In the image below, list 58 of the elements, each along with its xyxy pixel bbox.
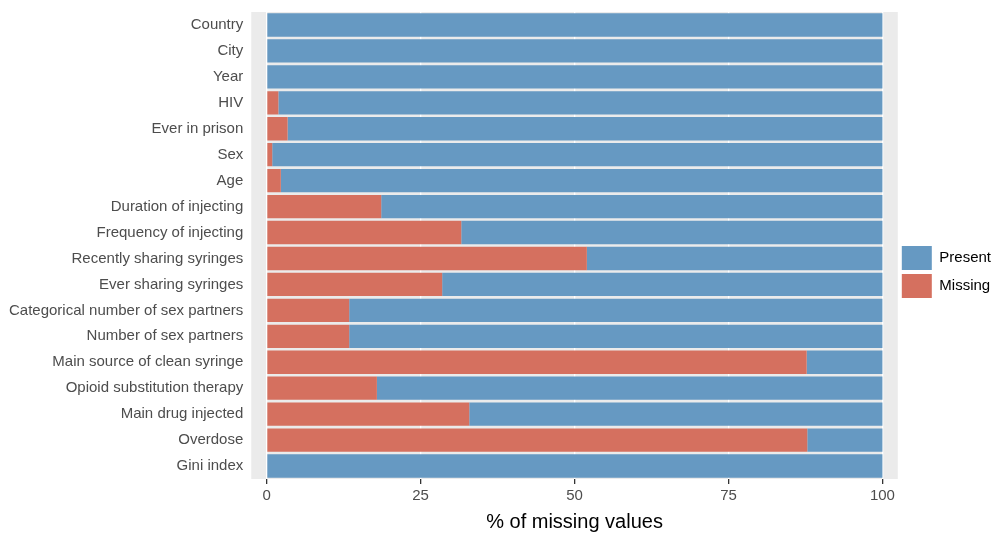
y-tick-label: Duration of injecting (110, 196, 244, 214)
bar (267, 298, 350, 323)
bar (267, 65, 883, 89)
y-tick-label: Categorical number of sex partners (9, 300, 244, 318)
y-tick-label: Ever sharing syringes (99, 274, 244, 292)
y-tick-label: Main drug injected (120, 404, 244, 422)
x-tick-label: 25 (412, 486, 429, 504)
bar (381, 194, 883, 219)
bar (267, 376, 377, 400)
bar (267, 91, 279, 115)
bar (280, 168, 883, 193)
y-tick-label: Frequency of injecting (96, 222, 244, 240)
bar (807, 428, 883, 452)
bar (806, 350, 883, 374)
bar (267, 272, 443, 297)
bar (349, 298, 883, 323)
y-tick-label: HIV (218, 92, 244, 110)
bar (267, 220, 462, 245)
x-axis-title: % of missing values (486, 509, 663, 532)
bar (267, 402, 470, 426)
bar (267, 13, 883, 37)
x-tick-label: 50 (566, 486, 583, 504)
y-tick-label: Overdose (178, 430, 244, 448)
bar (442, 272, 883, 297)
y-tick-label: Sex (217, 144, 244, 162)
y-tick-label: Gini index (176, 456, 244, 474)
y-tick-label: Opioid substitution therapy (65, 378, 244, 396)
bar (586, 246, 883, 271)
bar (267, 117, 288, 141)
bar (267, 428, 808, 452)
y-tick-label: Year (212, 67, 244, 84)
bar (267, 39, 883, 63)
y-tick-label: Country (190, 15, 244, 33)
y-tick-label: Ever in prison (151, 118, 244, 136)
bar (267, 324, 350, 348)
x-tick-label: 75 (720, 486, 737, 504)
legend-label: Present (939, 248, 992, 266)
x-tick-label: 100 (869, 486, 895, 504)
bar (469, 402, 883, 426)
y-tick-label: Recently sharing syringes (71, 248, 244, 266)
bar (267, 246, 587, 271)
bar (287, 117, 883, 141)
bar (267, 454, 883, 478)
bar (267, 143, 273, 167)
bar (267, 350, 807, 374)
legend-label: Missing (939, 276, 991, 294)
bar (272, 143, 883, 167)
y-tick-label: Number of sex partners (86, 326, 244, 344)
bar (278, 91, 883, 115)
bar (461, 220, 883, 245)
bar (376, 376, 883, 400)
y-tick-label: Age (216, 170, 244, 188)
bar (349, 324, 883, 348)
bar (267, 194, 382, 219)
y-tick-label: City (217, 41, 244, 59)
y-tick-label: Main source of clean syringe (52, 352, 244, 370)
x-tick-label: 0 (262, 486, 271, 504)
bar (267, 168, 281, 193)
